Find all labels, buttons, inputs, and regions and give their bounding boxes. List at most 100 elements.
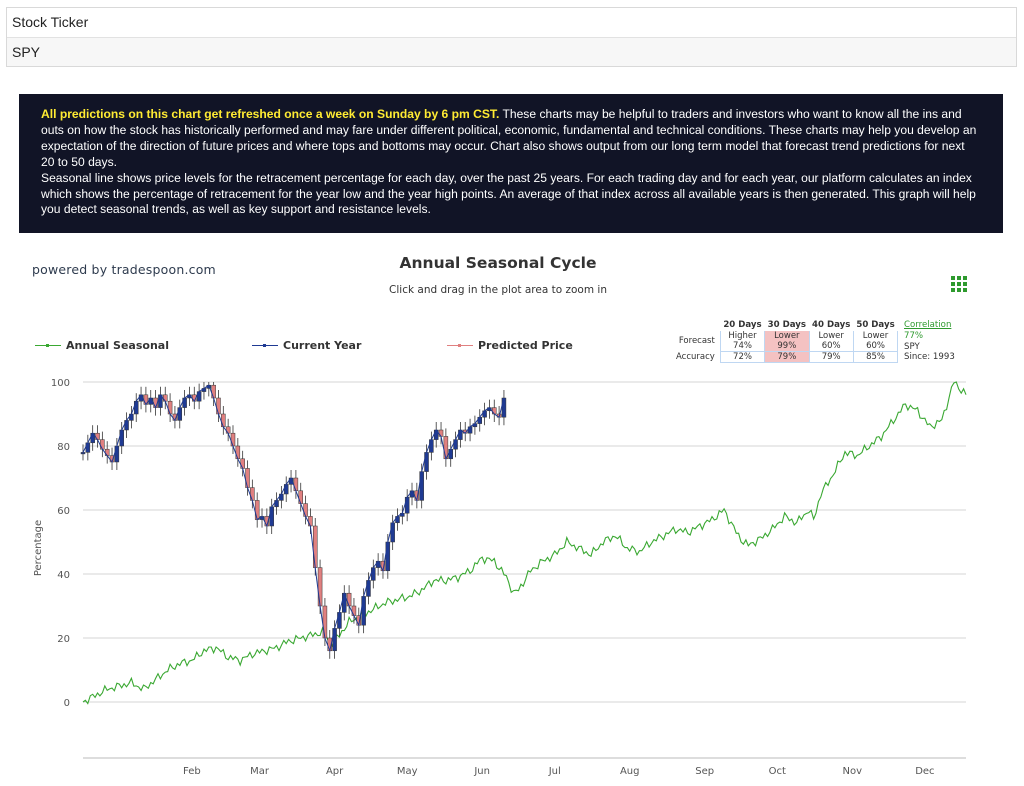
- candle-body: [163, 394, 168, 402]
- candle-body: [274, 500, 279, 508]
- x-tick-label: Aug: [620, 766, 640, 777]
- candle-body: [298, 490, 303, 504]
- candle-body: [438, 429, 444, 437]
- y-tick-label: 100: [51, 378, 70, 389]
- candle-body: [119, 429, 124, 447]
- info-banner: All predictions on this chart get refres…: [19, 94, 1003, 233]
- candle-body: [167, 400, 173, 415]
- candle-body: [424, 452, 429, 472]
- candle-body: [312, 525, 318, 568]
- forecast-table: 20 Days 30 Days 40 Days 50 Days Forecast…: [672, 318, 899, 363]
- x-tick-label: Oct: [769, 766, 786, 777]
- candle-body: [366, 580, 371, 597]
- candle-body: [114, 445, 120, 463]
- legend-label-current: Current Year: [283, 339, 362, 352]
- x-tick-label: May: [397, 766, 418, 777]
- candle-body: [467, 426, 473, 434]
- accuracy-cell-40: 79%: [808, 351, 854, 363]
- candle-body: [283, 484, 289, 495]
- ticker-panel: Stock Ticker SPY: [6, 7, 1017, 67]
- candle-body: [104, 448, 110, 456]
- candle-body: [453, 439, 458, 450]
- candle-body: [308, 516, 313, 527]
- candle-body: [85, 442, 91, 453]
- accuracy-cell-50: 85%: [852, 351, 899, 363]
- candle-body: [293, 477, 299, 492]
- candle-body: [385, 541, 391, 572]
- header-40-days: 40 Days: [812, 319, 851, 330]
- current-line-icon: [252, 341, 278, 351]
- info-highlight: All predictions on this chart get refres…: [41, 107, 500, 121]
- candle-body: [245, 468, 250, 488]
- x-tick-label: Jul: [548, 766, 561, 777]
- y-axis-label: Percentage: [33, 520, 44, 576]
- candle-body: [95, 432, 100, 440]
- candle-body: [216, 397, 221, 415]
- correlation-block: Correlation 77% SPY Since: 1993: [904, 320, 955, 363]
- candle-body: [279, 493, 284, 501]
- candle-body: [211, 384, 216, 399]
- x-tick-label: Apr: [326, 766, 344, 777]
- candle-body: [133, 400, 139, 415]
- candle-body: [225, 426, 231, 434]
- hamburger-grid-icon[interactable]: [951, 276, 967, 292]
- candle-body: [230, 432, 236, 447]
- x-tick-label: Sep: [695, 766, 714, 777]
- header-30-days: 30 Days: [767, 319, 806, 330]
- legend-item-predicted[interactable]: Predicted Price: [447, 339, 573, 352]
- x-tick-label: Feb: [183, 766, 201, 777]
- chart-title: Annual Seasonal Cycle: [399, 254, 597, 272]
- forecast-label: Forecast: [678, 336, 715, 347]
- y-tick-label: 0: [64, 698, 70, 709]
- legend-label-seasonal: Annual Seasonal: [66, 339, 169, 352]
- seasonal-line: [82, 381, 967, 705]
- header-20-days: 20 Days: [723, 319, 762, 330]
- candle-body: [317, 567, 323, 607]
- candle-body: [482, 410, 487, 418]
- candle-body: [182, 397, 187, 408]
- legend-label-predicted: Predicted Price: [478, 339, 573, 352]
- candle-body: [429, 439, 434, 453]
- x-tick-label: Jun: [473, 766, 490, 777]
- y-tick-label: 80: [57, 442, 70, 453]
- candle-body: [250, 487, 255, 501]
- candle-body: [448, 448, 453, 460]
- candle-body: [177, 407, 183, 421]
- forecast-cell-50: Lower 60%: [852, 331, 899, 352]
- legend-item-current[interactable]: Current Year: [252, 339, 361, 352]
- candle-body: [395, 516, 400, 524]
- candle-body: [80, 452, 86, 455]
- candle-body: [332, 628, 337, 652]
- accuracy-label: Accuracy: [676, 352, 715, 362]
- predicted-line-icon: [447, 341, 473, 351]
- candle-body: [269, 506, 274, 527]
- chart-subtitle: Click and drag in the plot area to zoom …: [389, 284, 607, 296]
- legend-item-seasonal[interactable]: Annual Seasonal: [35, 339, 169, 352]
- correlation-since: Since: 1993: [904, 352, 955, 363]
- candle-body: [100, 439, 105, 450]
- candle-body: [419, 471, 424, 501]
- candle-body: [361, 596, 366, 626]
- candle-body: [124, 420, 129, 431]
- candle-body: [235, 445, 241, 460]
- x-tick-label: Nov: [843, 766, 863, 777]
- candle-body: [492, 407, 497, 415]
- seasonal-line-icon: [35, 341, 61, 351]
- y-tick-label: 40: [57, 570, 70, 581]
- candle-body: [351, 605, 357, 616]
- candle-body: [390, 522, 395, 543]
- candle-body: [254, 500, 260, 520]
- candle-body: [404, 496, 410, 514]
- ticker-value[interactable]: SPY: [7, 37, 1016, 66]
- x-tick-label: Mar: [250, 766, 270, 777]
- candle-body: [129, 413, 134, 421]
- candle-body: [322, 605, 328, 639]
- candle-body: [346, 592, 352, 607]
- info-body-2: Seasonal line shows price levels for the…: [41, 170, 976, 217]
- seasonal-chart[interactable]: 0 20 40 60 80 100 Percentage Feb Mar Apr May Jun Jul…: [0, 300, 1024, 786]
- correlation-link[interactable]: Correlation: [904, 320, 952, 330]
- y-tick-label: 20: [57, 634, 70, 645]
- candle-body: [477, 416, 482, 424]
- candle-body: [371, 567, 376, 581]
- candle-body: [221, 413, 226, 428]
